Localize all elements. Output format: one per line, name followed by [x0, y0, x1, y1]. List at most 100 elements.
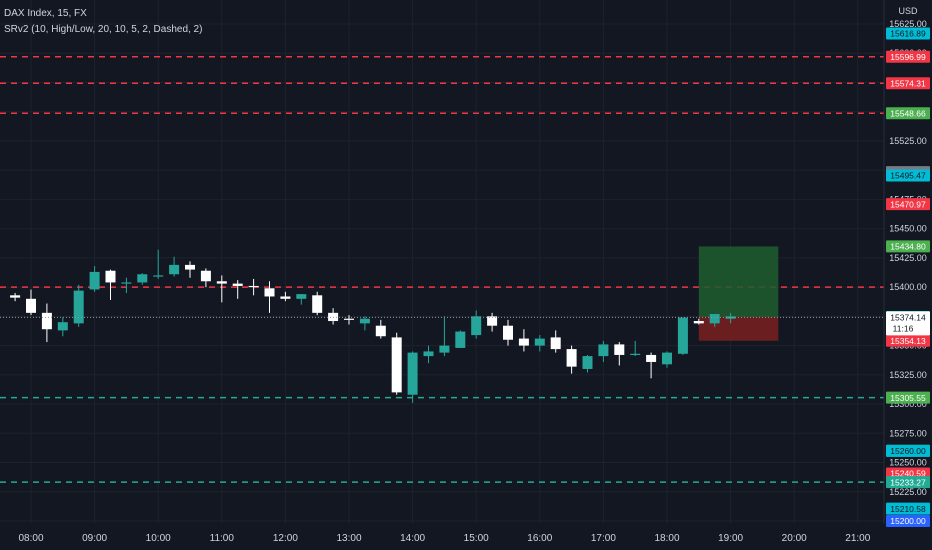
candle-body — [439, 345, 450, 353]
price-tag — [886, 502, 930, 515]
candle-body — [26, 298, 36, 313]
price-tag-label: 15305.55 — [890, 393, 926, 403]
candle-body — [534, 338, 545, 346]
price-tag-label: 15210.58 — [890, 504, 926, 514]
candle-body — [359, 318, 370, 324]
candle-body — [41, 312, 52, 330]
candle-body — [614, 344, 625, 355]
price-tag-label: 15200.00 — [890, 516, 926, 526]
candle-body — [200, 270, 211, 282]
time-tick-label: 16:00 — [527, 533, 552, 544]
candle-body — [518, 338, 529, 346]
candle-body — [57, 322, 68, 331]
candle-body — [407, 352, 418, 395]
candle-body — [471, 316, 482, 336]
time-tick-label: 17:00 — [591, 533, 616, 544]
price-tag — [886, 169, 930, 182]
candle-body — [89, 271, 100, 290]
candle-body — [709, 314, 720, 324]
candle-body — [503, 325, 513, 340]
candle-body — [566, 349, 577, 367]
candle-body — [121, 282, 132, 284]
price-tag — [886, 444, 930, 457]
bar-countdown-label: 11:16 — [893, 323, 914, 333]
price-tag — [886, 77, 930, 90]
candle-body — [73, 290, 84, 324]
price-tick-label: 15525.00 — [889, 136, 927, 146]
price-tick-label: 15450.00 — [889, 224, 927, 234]
candle-body — [296, 294, 307, 299]
price-tick-label: 15250.00 — [889, 458, 927, 468]
time-axis-labels: 08:00 09:00 10:00 11:00 12:00 13:00 14:00 15:00… — [18, 533, 870, 544]
currency-label: USD — [898, 6, 918, 16]
candle-body — [630, 353, 641, 355]
time-tick-label: 13:00 — [336, 533, 361, 544]
time-axis[interactable] — [0, 524, 932, 550]
symbol-info[interactable]: DAX Index, 15, FX — [4, 8, 87, 19]
candle-body — [105, 270, 116, 283]
price-tag-label: 15354.13 — [890, 336, 926, 346]
candle-body — [582, 356, 593, 369]
time-tick-label: 11:00 — [210, 533, 235, 544]
price-tag — [886, 391, 930, 404]
last-price-tag — [886, 311, 930, 336]
price-tick-label: 15300.00 — [889, 399, 927, 409]
price-tag-label: 15574.31 — [890, 78, 926, 88]
time-tick-label: 12:00 — [273, 533, 298, 544]
price-tag — [886, 50, 930, 63]
candle-body — [487, 316, 498, 326]
candle-body — [646, 354, 657, 362]
price-tag — [886, 334, 930, 347]
price-tags: 15616.8915596.9915574.3115548.6615498.35… — [886, 27, 930, 527]
price-tag — [886, 476, 930, 489]
candle-body — [216, 281, 227, 284]
candle-body — [10, 295, 21, 298]
price-tag — [886, 107, 930, 120]
indicator-info[interactable]: SRv2 (10, High/Low, 20, 10, 5, 2, Dashed… — [4, 24, 203, 35]
price-tag-label: 15616.89 — [890, 29, 926, 39]
price-tag — [886, 198, 930, 211]
time-tick-label: 15:00 — [464, 533, 489, 544]
price-tag — [886, 27, 930, 40]
candle-body — [375, 325, 386, 337]
price-tag-label: 15233.27 — [890, 477, 926, 487]
long-position-tool[interactable] — [698, 246, 779, 341]
price-axis[interactable] — [884, 0, 932, 550]
candle-body — [725, 316, 736, 319]
price-tag-label: 15548.66 — [890, 108, 926, 118]
candle-body — [137, 274, 148, 283]
price-tick-label: 15400.00 — [889, 282, 927, 292]
price-tick-label: 15225.00 — [889, 487, 927, 497]
price-tag-label: 15260.00 — [890, 446, 926, 456]
candle-body — [264, 288, 275, 297]
candle-body — [232, 283, 243, 286]
candle-body — [344, 318, 354, 320]
candle-body — [280, 296, 291, 299]
candle-body — [677, 317, 688, 354]
price-tag-label: 15495.47 — [890, 171, 926, 181]
candle-body — [455, 331, 466, 348]
price-tag — [886, 515, 930, 527]
candle-body — [662, 352, 672, 365]
price-tick-label: 15325.00 — [889, 370, 927, 380]
candle-body — [248, 285, 259, 288]
time-tick-label: 08:00 — [18, 533, 43, 544]
price-tag-label: 15240.59 — [890, 469, 926, 479]
price-tag-label: 15596.99 — [890, 52, 926, 62]
candle-body — [693, 321, 704, 324]
support-resistance-lines — [0, 55, 884, 483]
candlestick-series — [10, 249, 736, 403]
chart-legend: DAX Index, 15, FX SRv2 (10, High/Low, 20… — [4, 6, 202, 38]
candle-body — [185, 264, 195, 270]
candle-body — [391, 337, 402, 393]
time-tick-label: 21:00 — [845, 533, 870, 544]
time-tick-label: 19:00 — [718, 533, 743, 544]
price-tag-label: 15470.97 — [890, 199, 926, 209]
candle-body — [153, 275, 164, 277]
candle-body — [423, 351, 434, 357]
candle-body — [550, 337, 561, 350]
time-tick-label: 14:00 — [400, 533, 425, 544]
time-tick-label: 20:00 — [782, 533, 807, 544]
